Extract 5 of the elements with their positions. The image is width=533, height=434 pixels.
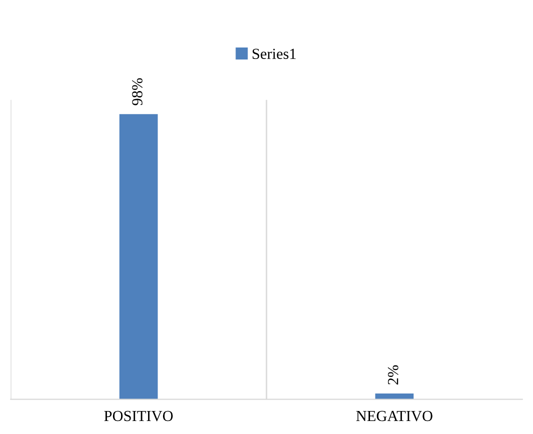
x-tick-label: POSITIVO bbox=[104, 410, 173, 422]
data-label: 98% bbox=[132, 78, 142, 106]
legend-label: Series1 bbox=[252, 48, 296, 60]
x-tick-label: NEGATIVO bbox=[356, 410, 432, 422]
data-label: 2% bbox=[388, 365, 398, 384]
